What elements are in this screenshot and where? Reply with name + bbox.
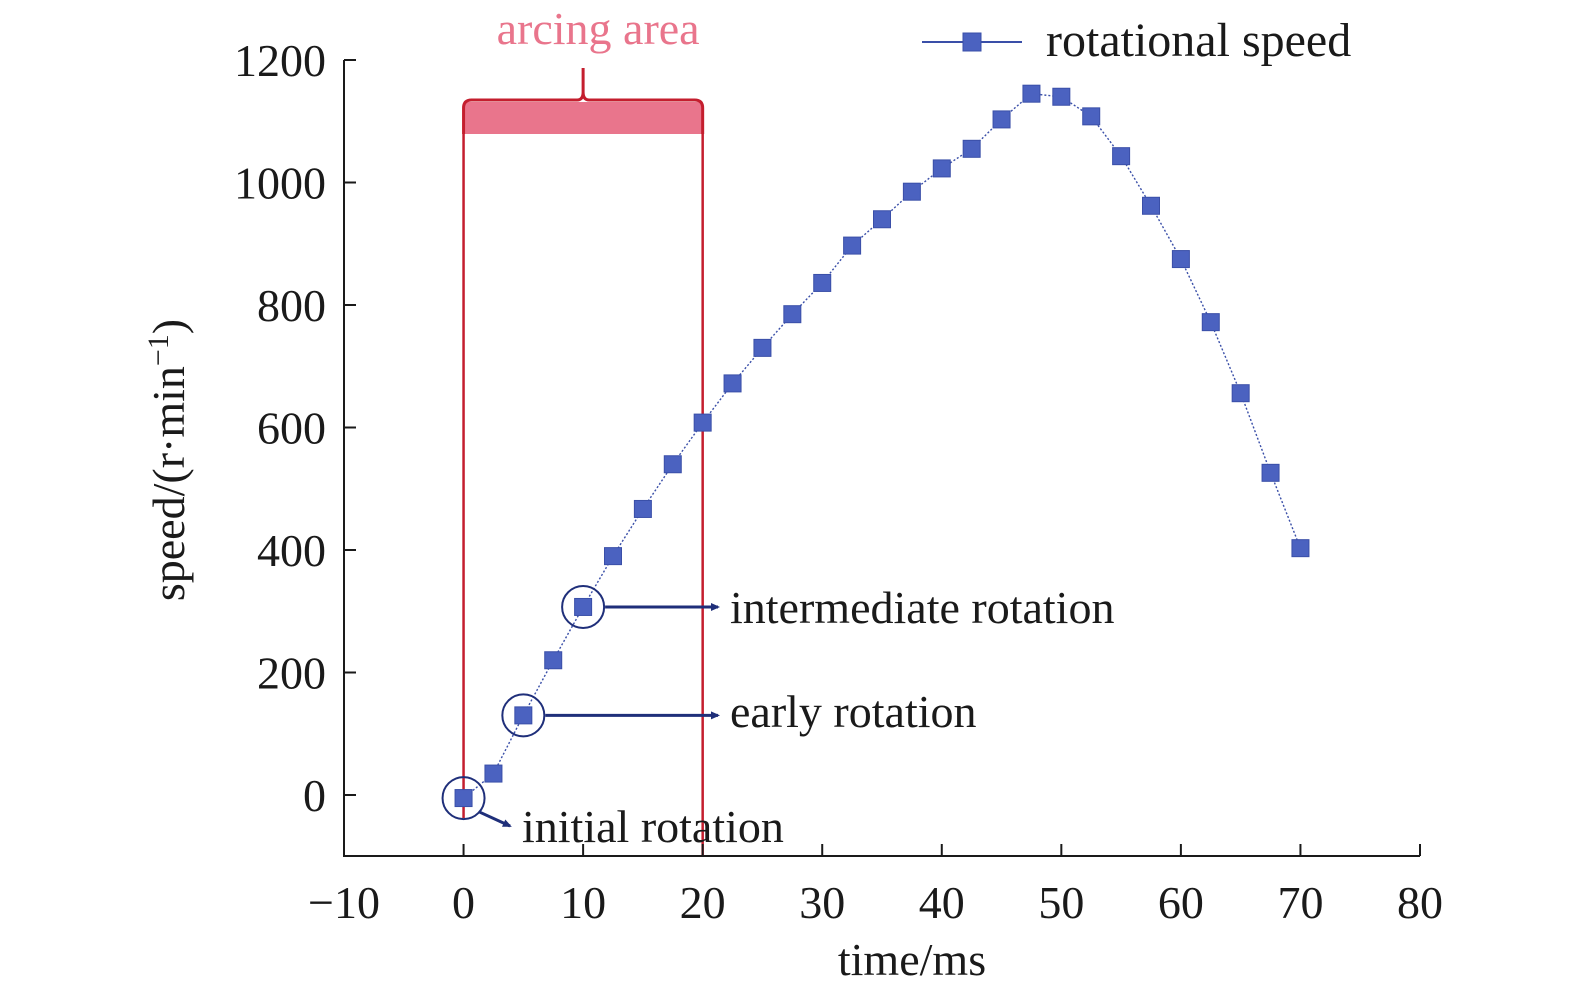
legend-marker — [962, 32, 982, 52]
legend-label: rotational speed — [1046, 14, 1351, 67]
x-axis-title: time/ms — [838, 934, 986, 985]
data-point — [514, 706, 533, 725]
x-tick-label: 20 — [680, 877, 726, 928]
arcing-area: arcing area — [462, 3, 705, 856]
data-point — [544, 651, 563, 670]
annotation-arrow — [478, 810, 512, 828]
data-point — [1142, 196, 1160, 215]
data-point — [693, 413, 712, 432]
y-axis-title: speed/(r·min−1) — [142, 319, 195, 601]
data-point — [932, 159, 951, 178]
data-point — [454, 789, 473, 808]
y-tick-label: 1200 — [234, 35, 326, 86]
data-point — [723, 374, 742, 393]
data-point — [663, 455, 682, 474]
data-point — [783, 305, 802, 324]
data-point — [992, 110, 1011, 129]
annotation-circle — [561, 584, 606, 629]
x-tick-label: 60 — [1158, 877, 1204, 928]
data-point — [604, 547, 622, 566]
data-point — [1052, 87, 1071, 106]
data-point — [1082, 107, 1101, 126]
x-tick-label: 0 — [452, 877, 475, 928]
annotation-label: initial rotation — [522, 801, 784, 852]
x-tick-label: 10 — [560, 877, 606, 928]
data-point — [1022, 84, 1041, 103]
annotations: initial rotation early rotation intermedia… — [441, 582, 1114, 852]
annotation-circle — [501, 693, 546, 738]
arcing-area-bracket — [462, 68, 705, 134]
series-line — [463, 92, 1302, 799]
series-markers — [454, 84, 1310, 808]
data-point — [484, 764, 503, 783]
data-point — [1112, 147, 1131, 166]
y-tick-label: 800 — [257, 280, 326, 331]
x-tick-label: 50 — [1038, 877, 1084, 928]
legend: rotational speed — [922, 14, 1351, 67]
data-point — [902, 182, 921, 201]
axes: −10 0 10 20 30 40 50 60 70 80 0 200 400 600 800 1000 12… — [234, 35, 1443, 928]
arcing-area-band — [463, 102, 703, 134]
data-point — [574, 597, 593, 616]
y-axis-title-close: ) — [143, 319, 194, 334]
arcing-area-label: arcing area — [497, 3, 700, 54]
data-point — [1261, 463, 1280, 482]
y-axis-title-superscript: −1 — [142, 334, 175, 366]
annotation-circle — [441, 776, 486, 821]
annotation-label: early rotation — [730, 686, 977, 737]
data-point — [1231, 384, 1250, 403]
data-point — [1171, 250, 1190, 269]
data-point — [753, 338, 772, 357]
y-tick-label: 200 — [257, 648, 326, 699]
x-tick-label: 80 — [1397, 877, 1443, 928]
data-point — [843, 236, 862, 255]
y-tick-label: 400 — [257, 525, 326, 576]
data-point — [1201, 313, 1220, 332]
data-point — [873, 210, 891, 229]
y-tick-label: 1000 — [234, 158, 326, 209]
data-point — [633, 499, 652, 518]
x-axis-ticks: −10 0 10 20 30 40 50 60 70 80 — [308, 844, 1443, 928]
y-tick-label: 600 — [257, 403, 326, 454]
y-tick-label: 0 — [303, 770, 326, 821]
x-tick-label: 30 — [799, 877, 845, 928]
x-tick-label: −10 — [308, 877, 380, 928]
x-tick-label: 70 — [1277, 877, 1323, 928]
annotation-label: intermediate rotation — [730, 582, 1114, 633]
y-axis-ticks: 0 200 400 600 800 1000 1200 — [234, 35, 356, 821]
series-rotational-speed — [454, 84, 1310, 808]
y-axis-title-main: speed/(r·min — [143, 366, 194, 601]
data-point — [962, 139, 981, 158]
x-tick-label: 40 — [919, 877, 965, 928]
data-point — [1291, 539, 1310, 558]
data-point — [813, 273, 832, 292]
